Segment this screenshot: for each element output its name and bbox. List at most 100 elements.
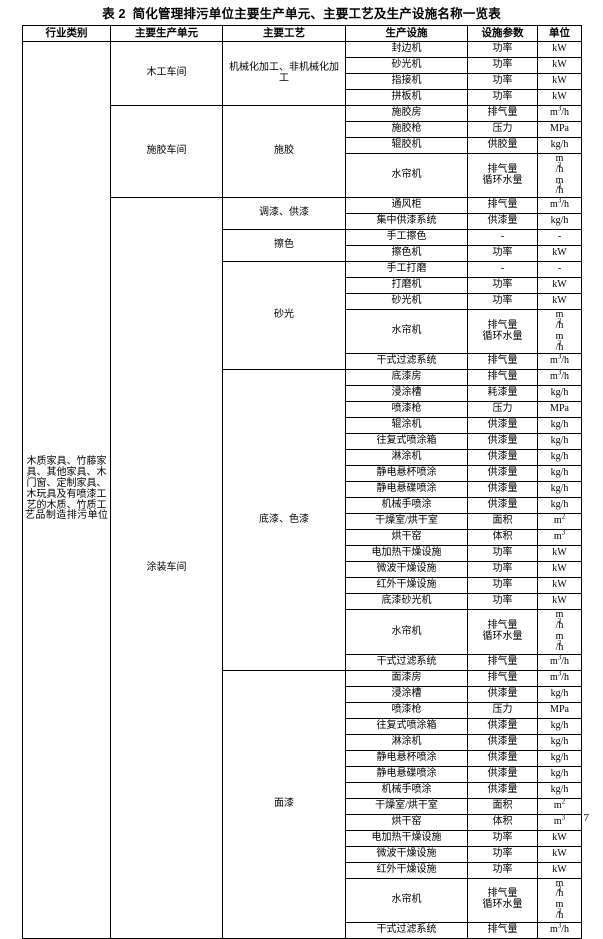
- main-process-cell: 底漆、色漆: [222, 369, 346, 671]
- facility-parameter-cell: 排气量: [467, 369, 538, 387]
- table-row: 底漆、色漆 底漆房 排气量 m3/h: [23, 369, 582, 671]
- unit-cell: m2: [537, 513, 582, 531]
- table-row: 干式过滤系统 排气量 m3/h: [23, 653, 582, 671]
- production-facility-cell: 微波干燥设施: [345, 561, 468, 579]
- production-facility-cell: 淋涂机: [345, 449, 468, 467]
- table-row: 喷漆枪 压力 MPa: [23, 701, 582, 719]
- production-facility-cell: 辊涂机: [345, 417, 468, 435]
- facility-parameter-cell: 供漆量: [467, 213, 538, 231]
- table-row: 机械手喷涂 供漆量 kg/h: [23, 497, 582, 515]
- table-row: 底漆砂光机 功率 kW: [23, 593, 582, 611]
- production-facility-cell: 烘干窑: [345, 529, 468, 547]
- production-facility-cell: 电加热干燥设施: [345, 545, 468, 563]
- table-row: 打磨机 功率 kW: [23, 277, 582, 295]
- header-industry-category: 行业类别: [22, 25, 111, 42]
- production-facility-cell: 辊胶机: [345, 137, 468, 154]
- facility-parameter-cell: 排气量 循环水量: [467, 877, 538, 923]
- production-facility-cell: 静电悬碟喷涂: [345, 481, 468, 499]
- unit-cell: kg/h: [537, 749, 582, 767]
- unit-cell: kg/h: [537, 717, 582, 735]
- production-facility-cell: 淋涂机: [345, 733, 468, 751]
- table-header: 行业类别 主要生产单元 主要工艺 生产设施 设施参数 单位: [22, 25, 582, 42]
- unit-cell: kg/h: [537, 465, 582, 483]
- unit-cell: kW: [537, 57, 582, 74]
- production-facility-cell: 水帘机: [345, 152, 468, 199]
- unit-cell: kW: [537, 245, 582, 263]
- facility-parameter-cell: 排气量 循环水量: [467, 309, 538, 355]
- facility-parameter-cell: 供漆量: [467, 497, 538, 515]
- table-row: 涂装车间 调漆、供漆 通风柜 排气量 m3/h: [23, 197, 582, 939]
- document-page: 表 2 简化管理排污单位主要生产单元、主要工艺及生产设施名称一览表 行业类别 主要…: [0, 3, 603, 939]
- facility-parameter-cell: 排气量 循环水量: [467, 609, 538, 655]
- production-facilities-table: 行业类别 主要生产单元 主要工艺 生产设施 设施参数 单位 木质家具、竹藤家具、…: [22, 25, 582, 939]
- production-facility-cell: 干燥室/烘干室: [345, 797, 468, 815]
- facility-parameter-cell: 供漆量: [467, 685, 538, 703]
- table-caption: 表 2 简化管理排污单位主要生产单元、主要工艺及生产设施名称一览表: [0, 3, 603, 22]
- unit-cell: kg/h: [537, 449, 582, 467]
- production-facility-cell: 集中供漆系统: [345, 213, 468, 231]
- unit-cell: kW: [537, 593, 582, 611]
- facility-parameter-cell: 供漆量: [467, 765, 538, 783]
- production-facility-cell: 封边机: [345, 41, 468, 58]
- unit-cell: kW: [537, 577, 582, 595]
- facility-parameter-cell: 排气量: [467, 105, 538, 122]
- unit-cell: kW: [537, 73, 582, 90]
- unit-cell: kg/h: [537, 213, 582, 231]
- table-row: 擦色 手工擦色 - -: [23, 229, 582, 263]
- production-facility-cell: 施胶房: [345, 105, 468, 122]
- facility-parameter-cell: 体积: [467, 529, 538, 547]
- facility-parameter-cell: 排气量: [467, 197, 538, 215]
- header-production-unit: 主要生产单元: [110, 25, 223, 42]
- unit-cell: kg/h: [537, 385, 582, 403]
- production-facility-cell: 底漆房: [345, 369, 468, 387]
- unit-cell: MPa: [537, 401, 582, 419]
- production-facility-cell: 电加热干燥设施: [345, 829, 468, 847]
- unit-cell: kW: [537, 829, 582, 847]
- facility-parameter-cell: 功率: [467, 861, 538, 879]
- unit-cell: m3/h: [537, 369, 582, 387]
- facility-parameter-cell: 压力: [467, 401, 538, 419]
- unit-cell: m2: [537, 797, 582, 815]
- facility-parameter-cell: 功率: [467, 829, 538, 847]
- production-facility-cell: 干式过滤系统: [345, 353, 468, 371]
- unit-cell: m3/h: [537, 353, 582, 371]
- table-row: 施胶枪 压力 MPa: [23, 121, 582, 138]
- facility-parameter-cell: 供漆量: [467, 733, 538, 751]
- main-process-cell: 擦色: [222, 229, 346, 263]
- production-facility-cell: 施胶枪: [345, 121, 468, 138]
- table-row: 木质家具、竹藤家具、其他家具、木门窗、定制家具、木玩具及有喷漆工艺的木质、竹质工…: [22, 41, 582, 939]
- production-facility-cell: 静电悬碟喷涂: [345, 765, 468, 783]
- production-facility-cell: 拼板机: [345, 89, 468, 106]
- facility-parameter-cell: 功率: [467, 293, 538, 311]
- table-row: 水帘机 排气量 循环水量 m 3/h m 3/h: [23, 609, 582, 655]
- unit-cell: kW: [537, 545, 582, 563]
- unit-cell: m 3/h m 3/h: [537, 309, 582, 355]
- facility-parameter-cell: 供漆量: [467, 749, 538, 767]
- unit-cell: kW: [537, 293, 582, 311]
- facility-parameter-cell: 功率: [467, 277, 538, 295]
- unit-cell: m 3/h m 3/h: [537, 152, 582, 199]
- unit-cell: kW: [537, 41, 582, 58]
- production-facility-cell: 烘干窑: [345, 813, 468, 831]
- facility-parameter-cell: 功率: [467, 57, 538, 74]
- table-row: 烘干窑 体积 m3: [23, 813, 582, 831]
- production-facility-cell: 指接机: [345, 73, 468, 90]
- production-facility-cell: 干式过滤系统: [345, 653, 468, 671]
- facility-parameter-cell: 功率: [467, 89, 538, 106]
- header-main-process: 主要工艺: [222, 25, 346, 42]
- facility-parameter-cell: 排气量 循环水量: [467, 152, 538, 199]
- production-unit-cell: 涂装车间: [110, 197, 223, 939]
- header-facility-parameter: 设施参数: [467, 25, 538, 42]
- production-facility-cell: 静电悬杯喷涂: [345, 749, 468, 767]
- table-row: 静电悬碟喷涂 供漆量 kg/h: [23, 481, 582, 499]
- unit-cell: kW: [537, 89, 582, 106]
- table-row: 浸涂槽 耗漆量 kg/h: [23, 385, 582, 403]
- unit-cell: m3/h: [537, 653, 582, 671]
- table-row: 水帘机 排气量 循环水量 m 3/h m 3/h: [23, 152, 582, 199]
- facility-parameter-cell: 供漆量: [467, 433, 538, 451]
- main-process-cell: 施胶: [222, 104, 346, 199]
- table-row: 往复式喷涂箱 供漆量 kg/h: [23, 717, 582, 735]
- production-facility-cell: 静电悬杯喷涂: [345, 465, 468, 483]
- header-unit: 单位: [537, 25, 582, 42]
- unit-cell: kg/h: [537, 685, 582, 703]
